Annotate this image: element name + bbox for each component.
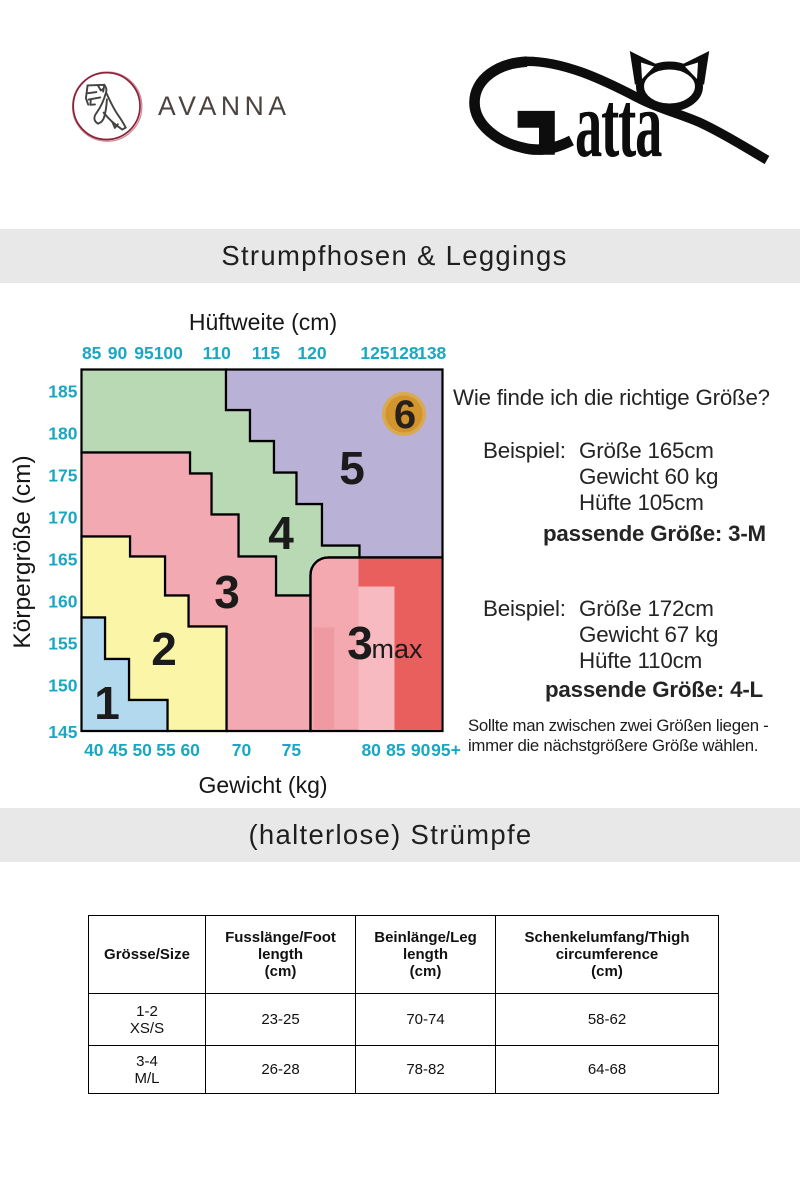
svg-text:45: 45 [108, 740, 128, 760]
svg-text:55: 55 [156, 740, 176, 760]
svg-text:138: 138 [417, 343, 446, 363]
svg-text:155: 155 [48, 634, 77, 654]
svg-text:4: 4 [268, 507, 294, 559]
svg-text:110: 110 [203, 343, 231, 363]
svg-text:40: 40 [84, 740, 104, 760]
svg-text:165: 165 [48, 550, 77, 570]
svg-text:50: 50 [132, 740, 152, 760]
svg-text:5: 5 [339, 442, 365, 494]
svg-text:90: 90 [108, 343, 128, 363]
svg-text:160: 160 [48, 592, 77, 612]
svg-text:AVANNA: AVANNA [158, 91, 291, 121]
svg-text:185: 185 [48, 382, 77, 402]
svg-text:70: 70 [232, 740, 252, 760]
svg-text:145: 145 [48, 722, 77, 742]
svg-text:85: 85 [82, 343, 102, 363]
svg-text:95: 95 [134, 343, 154, 363]
svg-text:180: 180 [48, 424, 77, 444]
svg-text:90: 90 [411, 740, 431, 760]
svg-text:Hüftweite (cm): Hüftweite (cm) [189, 309, 337, 335]
svg-text:170: 170 [48, 508, 77, 528]
svg-text:80: 80 [361, 740, 381, 760]
svg-text:2: 2 [151, 623, 177, 675]
svg-text:max: max [372, 634, 424, 664]
svg-text:3: 3 [347, 617, 373, 669]
svg-text:1: 1 [94, 677, 120, 729]
svg-text:100: 100 [154, 343, 183, 363]
svg-text:Körpergröße (cm): Körpergröße (cm) [9, 455, 36, 648]
svg-text:Gewicht (kg): Gewicht (kg) [198, 772, 327, 798]
svg-text:115: 115 [252, 343, 280, 363]
svg-text:125: 125 [360, 343, 389, 363]
svg-text:60: 60 [180, 740, 200, 760]
svg-text:120: 120 [297, 343, 326, 363]
svg-text:95+: 95+ [431, 740, 461, 760]
svg-text:175: 175 [48, 466, 77, 486]
svg-text:75: 75 [282, 740, 302, 760]
svg-text:128: 128 [389, 343, 418, 363]
svg-text:150: 150 [48, 676, 77, 696]
svg-text:85: 85 [386, 740, 406, 760]
svg-text:6: 6 [394, 393, 416, 437]
svg-text:3: 3 [214, 566, 240, 618]
